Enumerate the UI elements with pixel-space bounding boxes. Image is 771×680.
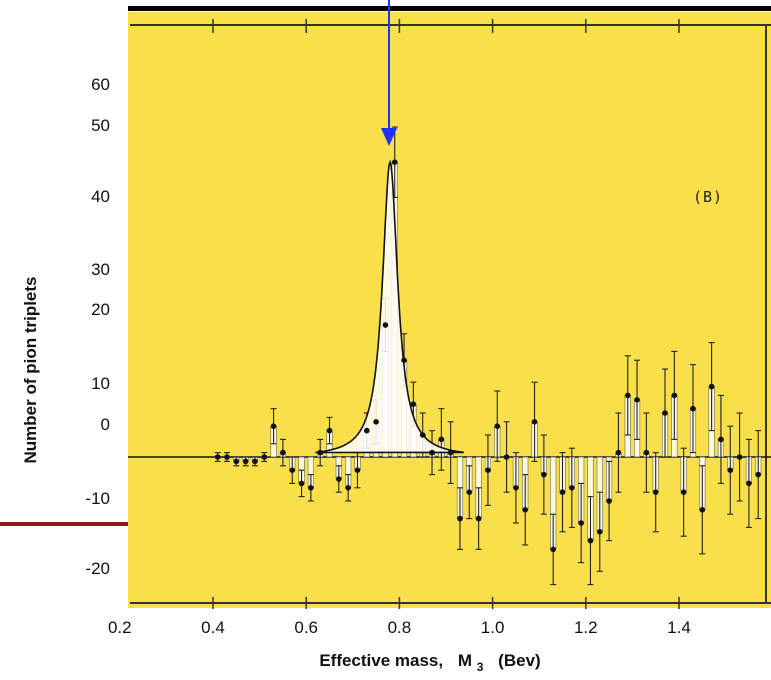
data-point <box>485 467 491 474</box>
x-axis-label-sub: 3 <box>477 660 484 674</box>
data-point <box>690 405 696 412</box>
data-point <box>662 410 668 416</box>
data-point <box>587 537 594 544</box>
x-tick-label: 1.4 <box>667 618 691 637</box>
y-tick-label: 40 <box>91 187 110 206</box>
data-point <box>298 480 305 487</box>
plot-background <box>128 12 771 608</box>
left-accent-bar <box>0 522 128 526</box>
data-point <box>289 467 296 474</box>
data-points <box>214 159 762 553</box>
data-point <box>308 485 314 491</box>
data-point <box>214 454 221 460</box>
data-point <box>708 383 715 390</box>
data-point <box>438 436 445 443</box>
data-point <box>569 485 575 491</box>
x-axis-label-var: M <box>458 651 472 670</box>
data-point <box>727 467 734 474</box>
data-point <box>475 515 482 522</box>
data-point <box>718 436 724 443</box>
data-point <box>317 449 323 456</box>
data-point <box>363 427 370 434</box>
x-tick-labels: 0.2 0.4 0.6 0.8 1.0 1.2 1.4 <box>108 618 691 637</box>
data-point <box>252 458 258 465</box>
data-point <box>606 498 612 504</box>
data-point <box>522 507 529 513</box>
y-tick-label: -20 <box>85 559 110 578</box>
data-point <box>746 480 752 487</box>
frame-tick-marks <box>212 19 680 609</box>
peak-arrow <box>381 0 397 146</box>
y-tick-label: 0 <box>101 415 110 434</box>
peak-arrow-head <box>381 128 397 146</box>
data-point <box>550 546 556 553</box>
y-tick-labels: 60 50 40 30 20 10 0 -10 -20 <box>85 75 110 578</box>
data-point <box>280 449 286 456</box>
y-tick-label: 50 <box>91 116 110 135</box>
data-point <box>391 159 398 165</box>
y-tick-label: -10 <box>85 489 110 508</box>
data-point <box>643 449 650 456</box>
x-tick-label: 1.0 <box>481 618 505 637</box>
data-point <box>419 432 426 438</box>
top-border-bar <box>128 6 771 11</box>
data-point <box>401 357 407 364</box>
data-point <box>652 489 659 496</box>
data-point <box>270 423 277 430</box>
data-point <box>596 529 603 535</box>
data-point <box>736 454 743 460</box>
y-tick-label: 30 <box>91 260 110 279</box>
data-point <box>699 507 706 513</box>
y-tick-label: 60 <box>91 75 110 94</box>
data-point <box>578 520 584 526</box>
data-point <box>224 454 230 460</box>
panel-label: (B) <box>693 188 723 206</box>
data-point <box>503 454 510 460</box>
data-point <box>447 449 454 456</box>
x-axis-label-unit: (Bev) <box>498 651 541 670</box>
x-tick-label: 0.2 <box>108 618 132 637</box>
data-point <box>541 471 547 478</box>
data-point <box>354 467 361 474</box>
data-point <box>680 489 687 496</box>
data-point <box>531 419 538 425</box>
x-tick-label: 0.4 <box>201 618 225 637</box>
data-point <box>336 476 342 482</box>
data-point <box>466 489 473 496</box>
x-tick-label: 0.6 <box>294 618 318 637</box>
data-point <box>494 423 501 430</box>
data-point <box>233 458 240 465</box>
fit-curve <box>315 159 464 454</box>
data-point <box>429 449 435 456</box>
data-point <box>242 458 249 465</box>
y-tick-label: 20 <box>91 300 110 319</box>
data-point <box>634 397 640 403</box>
data-point <box>615 449 622 456</box>
data-point <box>755 471 762 478</box>
x-tick-label: 1.2 <box>574 618 598 637</box>
x-axis-label-text: Effective mass, <box>319 651 443 670</box>
data-point <box>373 419 379 425</box>
data-point <box>345 485 351 491</box>
data-point <box>559 489 566 496</box>
data-point <box>513 485 519 491</box>
data-point <box>326 427 333 434</box>
data-point <box>382 322 389 328</box>
data-point <box>261 454 268 460</box>
data-point <box>410 401 417 408</box>
data-point <box>671 392 678 399</box>
data-point <box>624 392 631 399</box>
x-tick-label: 0.8 <box>388 618 412 637</box>
x-axis-label: Effective mass, M 3 (Bev) <box>319 651 540 675</box>
data-point <box>457 515 463 522</box>
y-tick-label: 10 <box>91 374 110 393</box>
y-axis-label: Number of pion triplets <box>21 277 40 464</box>
